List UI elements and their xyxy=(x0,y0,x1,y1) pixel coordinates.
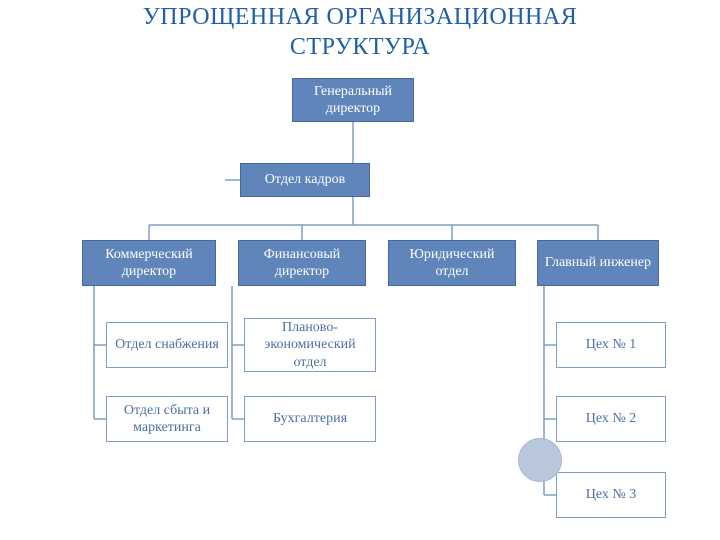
org-chart: Генеральный директор Отдел кадров Коммерче… xyxy=(0,0,720,540)
node-label: Главный инженер xyxy=(545,254,651,272)
node-sales: Отдел сбыта и маркетинга xyxy=(106,396,228,442)
node-label: Юридический отдел xyxy=(395,246,509,281)
node-label: Бухгалтерия xyxy=(273,410,347,428)
node-accounting: Бухгалтерия xyxy=(244,396,376,442)
node-fin_dir: Финансовый директор xyxy=(238,240,366,286)
node-label: Генеральный директор xyxy=(299,83,407,118)
node-label: Финансовый директор xyxy=(245,246,359,281)
node-ceo: Генеральный директор xyxy=(292,78,414,122)
node-legal: Юридический отдел xyxy=(388,240,516,286)
node-chief_eng: Главный инженер xyxy=(537,240,659,286)
node-hr: Отдел кадров xyxy=(240,163,370,197)
node-shop3: Цех № 3 xyxy=(556,472,666,518)
node-label: Отдел кадров xyxy=(265,171,345,189)
node-label: Отдел сбыта и маркетинга xyxy=(113,402,221,437)
node-label: Планово-экономический отдел xyxy=(251,319,369,372)
node-label: Цех № 1 xyxy=(586,336,637,354)
decor-circle xyxy=(518,438,562,482)
node-label: Коммерческий директор xyxy=(89,246,209,281)
node-supply: Отдел снабжения xyxy=(106,322,228,368)
node-shop2: Цех № 2 xyxy=(556,396,666,442)
node-label: Отдел снабжения xyxy=(115,336,219,354)
node-shop1: Цех № 1 xyxy=(556,322,666,368)
node-planecon: Планово-экономический отдел xyxy=(244,318,376,372)
node-label: Цех № 2 xyxy=(586,410,637,428)
node-label: Цех № 3 xyxy=(586,486,637,504)
node-comm_dir: Коммерческий директор xyxy=(82,240,216,286)
